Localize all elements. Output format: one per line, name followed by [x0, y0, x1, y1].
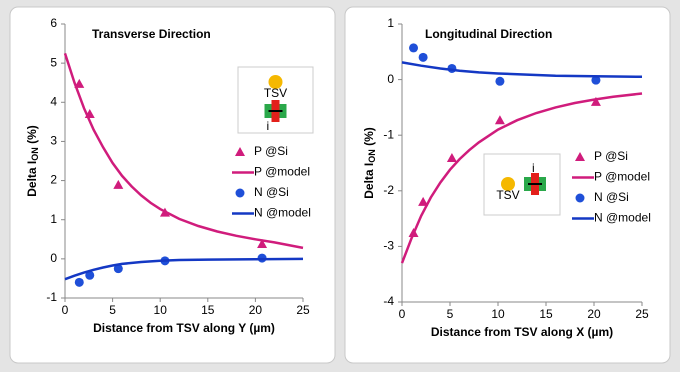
- y-tick-label: 4: [50, 94, 57, 108]
- model-line: [401, 61, 643, 79]
- inset-tsv-label: TSV: [496, 188, 519, 202]
- legend-circle: [235, 188, 245, 198]
- x-tick-label: 10: [154, 303, 168, 317]
- tsv-icon: [268, 75, 283, 89]
- y-tick-label: 1: [387, 16, 394, 30]
- legend-circle: [575, 193, 585, 203]
- series: [74, 253, 267, 287]
- y-tick-label: -1: [383, 127, 394, 141]
- inset-tsv-label: TSV: [264, 86, 287, 100]
- circle-marker: [591, 75, 601, 85]
- series: [400, 92, 643, 264]
- x-tick-label: 25: [635, 307, 649, 321]
- y-tick-label: 2: [50, 173, 57, 187]
- y-tick-label: 1: [50, 212, 57, 226]
- legend-label: N @model: [254, 206, 311, 220]
- chart-title: Transverse Direction: [92, 27, 211, 41]
- y-tick-label: -4: [383, 294, 394, 308]
- y-label-part: (%): [362, 127, 376, 149]
- y-tick-label: 5: [50, 55, 57, 69]
- series: [63, 53, 304, 250]
- legend-label: N @model: [594, 211, 651, 225]
- y-label-part: (%): [25, 125, 39, 147]
- legend-triangle: [235, 147, 245, 156]
- x-axis-label: Distance from TSV along Y (µm): [93, 321, 275, 335]
- y-tick-label: -2: [383, 183, 394, 197]
- y-label-part: ON: [367, 149, 377, 163]
- legend-label: P @model: [254, 165, 310, 179]
- x-tick-label: 20: [587, 307, 601, 321]
- x-tick-label: 20: [249, 303, 263, 317]
- x-tick-label: 10: [491, 307, 505, 321]
- y-label-part: Delta I: [362, 163, 376, 199]
- model-line: [63, 53, 304, 250]
- legend-label: P @Si: [594, 149, 628, 163]
- x-tick-label: 15: [201, 303, 215, 317]
- x-tick-label: 0: [399, 307, 406, 321]
- y-axis-label: Delta ION (%): [362, 127, 377, 199]
- triangle-marker: [113, 179, 124, 189]
- y-tick-label: -1: [46, 290, 57, 304]
- circle-marker: [495, 76, 505, 86]
- model-line: [400, 92, 643, 264]
- x-tick-label: 0: [62, 303, 69, 317]
- y-tick-label: 3: [50, 134, 57, 148]
- y-tick-label: 6: [50, 16, 57, 30]
- y-axis-label: Delta ION (%): [25, 125, 40, 197]
- x-tick-label: 5: [109, 303, 116, 317]
- x-tick-label: 25: [296, 303, 310, 317]
- circle-marker: [418, 52, 428, 62]
- x-axis-label: Distance from TSV along X (µm): [431, 325, 613, 339]
- triangle-marker: [257, 238, 268, 248]
- circle-marker: [409, 43, 419, 53]
- circle-marker: [74, 277, 84, 287]
- inset-box: [483, 153, 561, 216]
- triangle-marker: [446, 152, 457, 162]
- triangle-marker: [590, 96, 601, 106]
- x-tick-label: 5: [447, 307, 454, 321]
- tsv-icon: [501, 177, 515, 191]
- inset-current-label: i: [532, 161, 535, 175]
- legend-label: P @model: [594, 170, 650, 184]
- y-label-part: Delta I: [25, 161, 39, 197]
- y-tick-label: 0: [387, 72, 394, 86]
- chart-title: Longitudinal Direction: [425, 27, 552, 41]
- legend-label: N @Si: [254, 185, 289, 199]
- model-line: [64, 257, 304, 281]
- legend-triangle: [575, 152, 585, 161]
- triangle-marker: [418, 196, 429, 206]
- x-tick-label: 15: [539, 307, 553, 321]
- circle-marker: [113, 264, 123, 274]
- legend-label: P @Si: [254, 144, 288, 158]
- inset-current-label: i: [267, 119, 270, 133]
- y-tick-label: -3: [383, 239, 394, 253]
- y-label-part: ON: [30, 147, 40, 161]
- triangle-marker: [494, 115, 505, 125]
- series: [401, 61, 643, 79]
- series: [64, 257, 304, 281]
- y-tick-label: 0: [50, 251, 57, 265]
- legend-label: N @Si: [594, 190, 629, 204]
- circle-marker: [85, 270, 95, 280]
